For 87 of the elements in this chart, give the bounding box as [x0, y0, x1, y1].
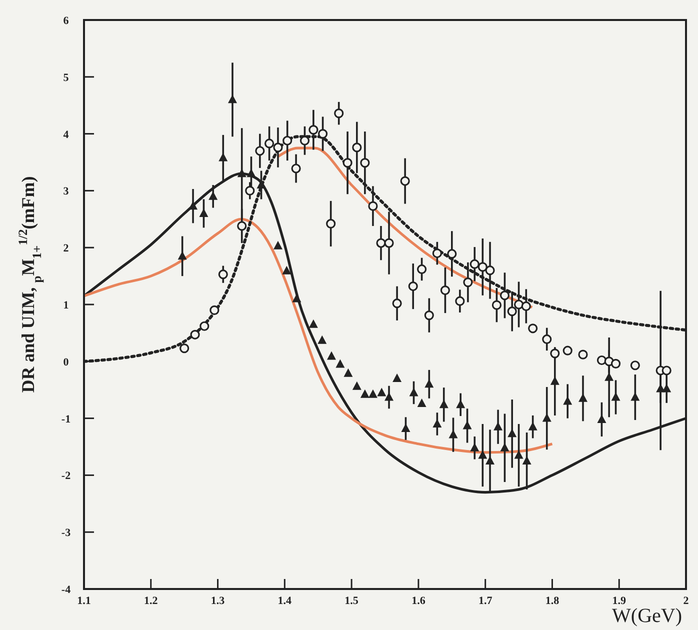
y-tick-label: -4: [61, 584, 72, 596]
y-tick-label: 5: [63, 72, 70, 84]
point: [344, 368, 353, 377]
point: [377, 388, 386, 396]
y-tick-label: 6: [63, 15, 70, 27]
point: [447, 249, 457, 259]
y-tick-label: 1: [63, 300, 69, 312]
point: [336, 359, 345, 368]
point: [408, 281, 418, 292]
point: [273, 142, 283, 152]
point: [470, 259, 480, 269]
x-tick-label: 1.1: [77, 595, 91, 607]
point: [190, 330, 200, 340]
point: [392, 373, 402, 382]
point: [440, 285, 450, 296]
x-tick-label: 1.8: [545, 595, 560, 607]
point: [432, 248, 442, 258]
x-tick-label: 1.7: [478, 595, 493, 607]
x-tick-label: 1.2: [144, 595, 158, 607]
point: [300, 136, 310, 146]
point: [500, 290, 510, 300]
point: [318, 129, 328, 139]
point: [352, 142, 362, 152]
point: [492, 300, 502, 310]
point: [218, 270, 228, 280]
point: [326, 351, 336, 360]
point: [352, 381, 362, 390]
point: [368, 201, 378, 211]
point: [528, 324, 538, 334]
point: [400, 176, 410, 186]
point: [228, 94, 237, 104]
point: [200, 321, 210, 331]
x-axis-title: W(GeV): [612, 605, 682, 627]
y-tick-label: 0: [63, 356, 70, 368]
point: [255, 146, 265, 156]
point: [478, 262, 488, 272]
point: [578, 350, 588, 360]
point: [237, 221, 247, 231]
point: [562, 346, 572, 356]
point: [282, 136, 292, 146]
point: [456, 400, 466, 408]
x-tick-label: 1.9: [612, 595, 626, 607]
point: [542, 334, 552, 344]
point: [507, 306, 517, 316]
point: [455, 296, 465, 306]
x-tick-label: 1.5: [344, 595, 359, 607]
y-tick-label: 4: [63, 128, 70, 141]
point: [326, 218, 336, 228]
point: [180, 344, 190, 354]
point: [610, 358, 621, 368]
point: [416, 264, 427, 274]
point: [630, 360, 640, 370]
point: [596, 355, 607, 366]
point: [308, 319, 318, 328]
x-tick-label: 1.6: [412, 595, 426, 607]
point: [392, 298, 402, 308]
y-tick-label: 2: [63, 242, 70, 255]
y-tick-label: -2: [61, 470, 72, 482]
point: [245, 186, 255, 196]
point: [384, 238, 394, 248]
point: [662, 366, 672, 376]
point: [360, 389, 370, 398]
point: [291, 164, 301, 174]
point: [308, 125, 318, 135]
y-tick-label: 3: [63, 186, 70, 198]
point: [376, 238, 386, 248]
point: [368, 389, 378, 398]
x-tick-label: 1.3: [210, 595, 226, 607]
point: [384, 392, 394, 401]
point: [273, 240, 282, 250]
point: [318, 335, 327, 344]
point: [463, 278, 473, 288]
point: [210, 305, 220, 315]
x-tick-label: 2: [683, 595, 690, 607]
point: [282, 266, 292, 274]
point: [521, 301, 531, 312]
x-tick-label: 1.4: [278, 595, 292, 607]
point: [264, 138, 274, 148]
point: [417, 398, 426, 408]
point: [424, 310, 434, 320]
y-tick-label: -3: [61, 527, 72, 540]
point: [342, 158, 352, 168]
y-tick-label: -1: [61, 413, 71, 426]
line-series: [276, 146, 534, 309]
point: [334, 108, 344, 118]
point: [485, 266, 495, 276]
point: [360, 158, 370, 168]
